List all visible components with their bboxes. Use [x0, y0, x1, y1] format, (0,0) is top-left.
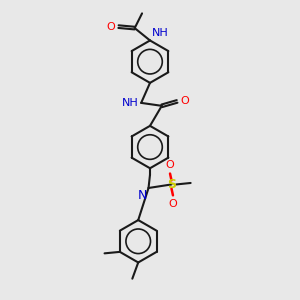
Text: N: N — [138, 189, 147, 202]
Text: NH: NH — [122, 98, 139, 108]
Text: S: S — [167, 178, 176, 191]
Text: O: O — [166, 160, 174, 170]
Text: O: O — [169, 199, 177, 209]
Text: O: O — [106, 22, 115, 32]
Text: NH: NH — [152, 28, 169, 38]
Text: O: O — [181, 96, 189, 106]
